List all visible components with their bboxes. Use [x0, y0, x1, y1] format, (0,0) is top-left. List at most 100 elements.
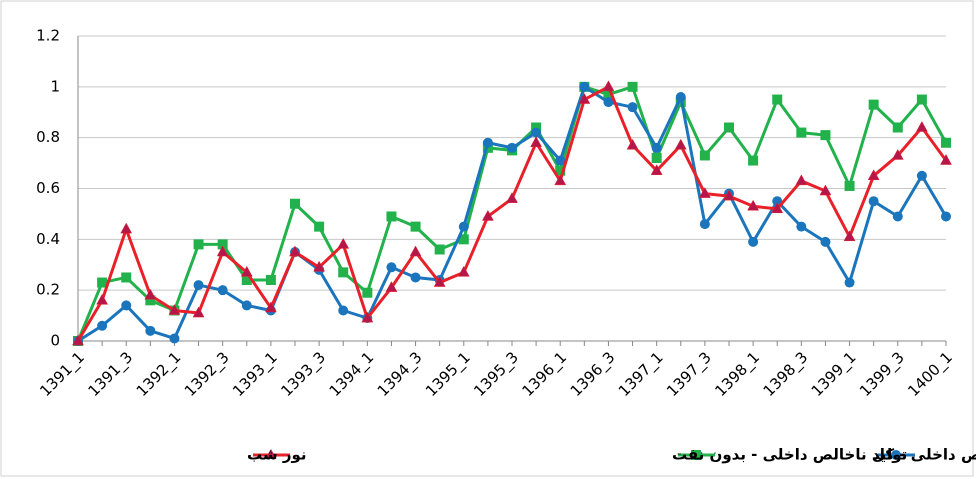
y-tick-label: 1	[50, 77, 60, 95]
data-point	[121, 300, 132, 311]
data-point	[626, 138, 639, 150]
data-point	[579, 81, 590, 92]
data-point	[771, 202, 784, 214]
data-point	[145, 295, 156, 306]
data-point	[264, 301, 277, 313]
data-point	[916, 94, 927, 105]
legend-marker	[691, 450, 701, 460]
data-point	[216, 245, 229, 257]
data-point	[796, 127, 807, 138]
data-point	[313, 260, 326, 272]
data-point	[627, 81, 638, 92]
data-point	[675, 92, 686, 102]
data-point	[892, 211, 903, 222]
data-point	[699, 219, 710, 230]
data-point	[602, 80, 615, 92]
y-tick-label: 1.2	[36, 27, 60, 45]
data-point	[241, 300, 252, 311]
data-point	[338, 267, 349, 278]
legend-label: تولید ناخالص داخلی - کل	[872, 446, 976, 464]
data-point	[603, 89, 614, 100]
data-point	[941, 137, 951, 148]
data-point	[891, 148, 904, 160]
data-point	[507, 142, 517, 153]
data-point	[193, 280, 204, 291]
data-point	[458, 221, 469, 232]
y-tick-label: 0.4	[36, 230, 60, 248]
data-point	[145, 325, 156, 336]
data-point	[843, 230, 856, 242]
data-point	[698, 187, 711, 198]
data-point	[481, 209, 494, 221]
data-point	[530, 136, 543, 147]
data-point	[121, 272, 132, 283]
legend-item: تولید ناخالص داخلی - بدون نفت	[672, 446, 907, 464]
data-point	[940, 154, 952, 165]
data-point	[724, 122, 734, 133]
data-point	[748, 155, 759, 166]
legend-marker	[891, 450, 901, 460]
legend-marker	[265, 449, 277, 459]
data-point	[410, 272, 421, 283]
data-point	[795, 174, 808, 186]
data-point	[748, 236, 759, 247]
data-point	[265, 275, 276, 285]
data-point	[144, 288, 157, 300]
data-point	[867, 169, 880, 181]
data-point	[410, 221, 421, 232]
data-point	[385, 281, 398, 292]
data-point	[240, 265, 253, 277]
data-point	[844, 180, 855, 191]
data-point	[433, 276, 446, 287]
y-tick-label: 0.6	[36, 179, 60, 197]
data-point	[868, 196, 879, 207]
data-point	[338, 305, 349, 316]
data-point	[217, 285, 228, 296]
data-point	[651, 142, 662, 153]
data-point	[457, 265, 470, 277]
data-point	[796, 221, 807, 232]
legend-item: تولید ناخالص داخلی - کل	[872, 446, 976, 464]
data-point	[458, 234, 469, 245]
data-point	[627, 102, 638, 113]
data-point	[555, 155, 566, 166]
data-point	[97, 277, 108, 288]
data-point	[386, 262, 397, 273]
data-point	[482, 137, 493, 148]
data-point	[723, 189, 735, 201]
data-point	[868, 99, 879, 110]
data-point	[290, 198, 300, 209]
data-point	[241, 275, 252, 285]
y-tick-label: 0.8	[36, 128, 60, 146]
data-point	[554, 174, 567, 186]
data-point	[650, 164, 663, 175]
data-point	[96, 293, 109, 305]
data-point	[506, 192, 518, 203]
data-point	[169, 333, 180, 344]
data-point	[314, 221, 325, 232]
data-point	[651, 153, 662, 163]
data-point	[168, 303, 181, 315]
data-point	[120, 222, 133, 234]
y-tick-label: 0	[50, 332, 60, 350]
data-point	[337, 237, 350, 249]
data-point	[409, 245, 422, 257]
data-point	[820, 130, 831, 141]
data-point	[72, 334, 84, 346]
data-point	[362, 287, 373, 298]
legend-item: نور شب	[247, 446, 307, 464]
data-point	[916, 170, 927, 181]
data-point	[892, 122, 903, 133]
data-point	[217, 239, 228, 250]
data-point	[844, 277, 855, 288]
data-point	[820, 236, 831, 247]
data-point	[603, 97, 614, 108]
data-point	[192, 306, 205, 318]
data-point	[531, 127, 542, 138]
y-tick-label: 0.2	[36, 281, 60, 299]
legend-label: تولید ناخالص داخلی - بدون نفت	[672, 446, 907, 464]
data-point	[555, 165, 566, 176]
data-point	[97, 320, 108, 331]
